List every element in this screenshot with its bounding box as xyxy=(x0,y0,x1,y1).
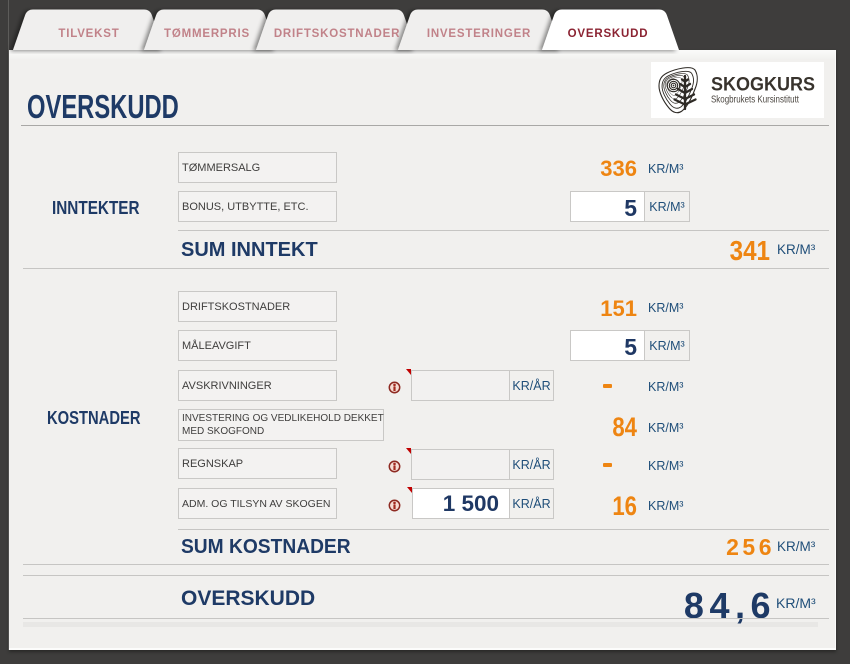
svg-text:SKOGKURS: SKOGKURS xyxy=(711,75,815,96)
svg-text:OVERSKUDD: OVERSKUDD xyxy=(568,28,649,40)
svg-text:INVESTERINGER: INVESTERINGER xyxy=(427,28,531,40)
svg-text:TØMMERPRIS: TØMMERPRIS xyxy=(164,28,250,40)
svg-text:TILVEKST: TILVEKST xyxy=(58,28,119,40)
svg-text:Skogbrukets Kursinstitutt: Skogbrukets Kursinstitutt xyxy=(711,95,799,106)
svg-text:DRIFTSKOSTNADER: DRIFTSKOSTNADER xyxy=(274,28,400,40)
